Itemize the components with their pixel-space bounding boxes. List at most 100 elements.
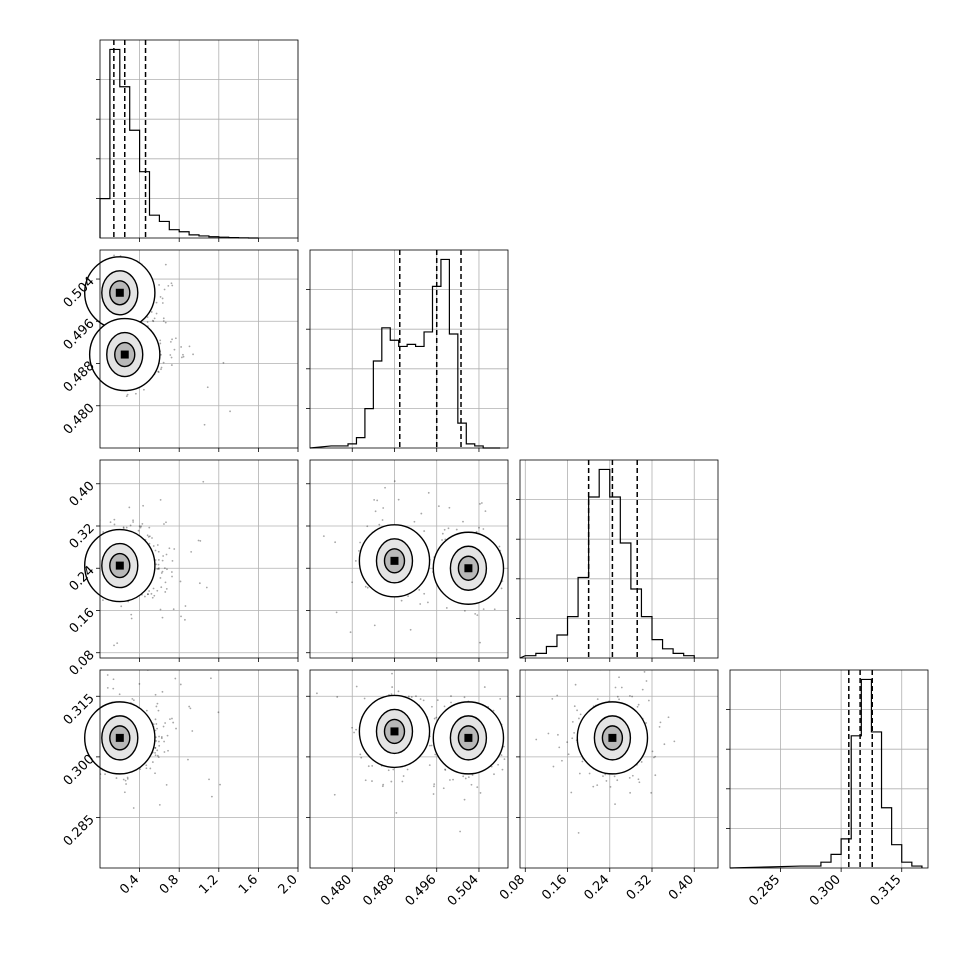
scatter-point xyxy=(148,526,151,529)
scatter-point xyxy=(92,389,94,391)
scatter-point xyxy=(170,282,173,285)
scatter-point xyxy=(147,593,149,596)
scatter-point xyxy=(432,793,435,795)
scatter-point xyxy=(161,559,164,562)
scatter-point xyxy=(480,502,483,504)
scatter-point xyxy=(402,775,405,777)
scatter-point xyxy=(154,718,157,721)
scatter-point xyxy=(161,616,164,619)
scatter-point xyxy=(154,693,157,696)
y-tick-label: 0.40 xyxy=(67,479,98,510)
scatter-point xyxy=(462,775,465,778)
scatter-point xyxy=(645,680,648,682)
panel-3-1 xyxy=(310,670,508,868)
scatter-point xyxy=(170,364,173,366)
scatter-point xyxy=(502,745,505,748)
scatter-point xyxy=(86,382,88,384)
scatter-point xyxy=(96,386,98,388)
scatter-point xyxy=(673,740,676,743)
scatter-point xyxy=(552,765,555,768)
scatter-point xyxy=(83,358,85,360)
scatter-point xyxy=(92,591,94,593)
scatter-point xyxy=(157,559,160,561)
scatter-point xyxy=(381,785,384,788)
scatter-point xyxy=(367,765,370,768)
contour-line xyxy=(457,555,480,581)
scatter-point xyxy=(557,733,559,736)
scatter-point xyxy=(102,599,104,601)
scatter-point xyxy=(95,766,97,768)
scatter-point xyxy=(172,721,175,724)
scatter-point xyxy=(38,723,40,725)
scatter-point xyxy=(122,778,125,781)
scatter-point xyxy=(159,577,162,579)
scatter-point xyxy=(88,598,90,600)
scatter-point xyxy=(108,499,110,501)
scatter-point xyxy=(163,567,166,570)
panel-0-0 xyxy=(96,40,299,239)
scatter-point xyxy=(75,353,77,355)
scatter-point xyxy=(77,607,79,609)
scatter-point xyxy=(638,781,641,784)
scatter-point xyxy=(165,587,168,590)
scatter-point xyxy=(498,545,501,548)
scatter-point xyxy=(658,725,661,728)
scatter-point xyxy=(165,553,168,556)
contour-line xyxy=(101,270,139,316)
scatter-point xyxy=(93,260,95,262)
scatter-point xyxy=(73,358,75,360)
scatter-point xyxy=(67,695,69,697)
scatter-point xyxy=(83,312,85,314)
scatter-point xyxy=(112,687,115,690)
scatter-point xyxy=(113,518,116,521)
x-tick-label: 0.40 xyxy=(666,872,697,903)
scatter-point xyxy=(52,552,54,554)
scatter-point xyxy=(165,521,167,524)
scatter-point xyxy=(581,760,584,763)
scatter-point xyxy=(470,783,473,786)
scatter-point xyxy=(72,743,74,745)
scatter-point xyxy=(171,559,174,562)
scatter-point xyxy=(573,705,576,708)
scatter-point xyxy=(83,260,85,262)
scatter-point xyxy=(166,568,168,571)
contour-line xyxy=(449,715,488,761)
scatter-point xyxy=(159,608,162,611)
scatter-point xyxy=(84,720,86,722)
scatter-point xyxy=(483,686,486,688)
scatter-point xyxy=(419,603,422,605)
scatter-point xyxy=(384,486,386,489)
scatter-point xyxy=(158,740,160,743)
scatter-point xyxy=(641,688,644,691)
scatter-point xyxy=(73,284,75,286)
scatter-point xyxy=(77,743,79,745)
scatter-point xyxy=(171,717,173,720)
scatter-point xyxy=(170,356,173,359)
x-tick-label: 1.2 xyxy=(196,872,221,897)
scatter-point xyxy=(83,590,85,592)
scatter-point xyxy=(397,690,400,693)
contour-line xyxy=(101,542,139,589)
scatter-point xyxy=(152,320,155,323)
scatter-point xyxy=(155,312,158,315)
scatter-point xyxy=(10,744,12,746)
contour-line xyxy=(432,701,505,775)
scatter-point xyxy=(29,571,31,573)
scatter-point xyxy=(78,722,80,724)
scatter-point xyxy=(155,723,158,725)
x-tick-label: 0.16 xyxy=(539,872,570,903)
scatter-point xyxy=(436,699,439,701)
scatter-point xyxy=(229,410,231,413)
scatter-point xyxy=(164,591,167,593)
scatter-point xyxy=(73,551,75,553)
panel-frame xyxy=(99,459,299,659)
scatter-point xyxy=(155,705,158,708)
panel-3-2 xyxy=(520,670,718,868)
scatter-point xyxy=(109,521,112,524)
scatter-point xyxy=(618,676,620,679)
scatter-point xyxy=(618,698,620,701)
scatter-point xyxy=(443,528,446,531)
scatter-point xyxy=(137,529,140,532)
scatter-point xyxy=(654,755,657,758)
scatter-point xyxy=(497,763,499,766)
